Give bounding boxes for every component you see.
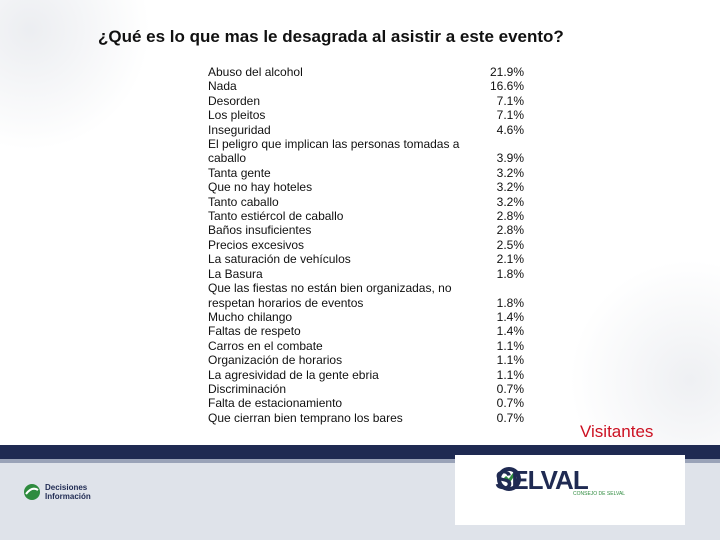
response-row: La agresividad de la gente ebria 1.1% [208, 368, 528, 382]
response-value: 7.1% [496, 93, 524, 108]
response-row: Mucho chilango 1.4% [208, 310, 528, 324]
response-value: 2.8% [496, 223, 524, 238]
response-label: Que no hay hoteles [208, 180, 313, 195]
response-label: Tanto caballo [208, 194, 279, 209]
response-value: 21.9% [489, 65, 524, 79]
response-label: Precios excesivos [208, 237, 305, 252]
response-row: Precios excesivos 2.5% [208, 238, 528, 252]
response-row: Baños insuficientes 2.8% [208, 223, 528, 237]
response-label: Los pleitos [208, 108, 266, 123]
selval-subtitle: CONSEJO DE SELVAL [573, 491, 626, 497]
selval-mark-icon [497, 467, 521, 491]
response-row: Que las fiestas no están bien organizada… [208, 281, 528, 310]
response-value: 3.2% [496, 165, 524, 180]
response-row: Tanto caballo 3.2% [208, 195, 528, 209]
response-row: Inseguridad 4.6% [208, 123, 528, 137]
response-label: Que las fiestas no están bien organizada… [208, 281, 452, 310]
response-label: Inseguridad [208, 122, 271, 137]
page-title: ¿Qué es lo que mas le desagrada al asist… [98, 27, 564, 46]
response-label: Tanto estiércol de caballo [208, 209, 344, 224]
response-value: 2.5% [496, 237, 524, 252]
response-value: 2.1% [496, 252, 524, 267]
response-value: 1.4% [496, 309, 524, 324]
response-value: 4.6% [496, 122, 524, 137]
response-value: 0.7% [496, 396, 524, 411]
response-label: Organización de horarios [208, 353, 343, 368]
response-value: 0.7% [496, 381, 524, 396]
response-label: El peligro que implican las personas tom… [208, 137, 460, 166]
response-label: Discriminación [208, 381, 287, 396]
response-value: 3.9% [496, 151, 524, 166]
response-label: Carros en el combate [208, 338, 323, 353]
response-value: 1.1% [496, 353, 524, 368]
decisiones-logo-line1: Decisiones [45, 483, 88, 492]
segment-label: Visitantes [580, 422, 654, 441]
response-value: 0.7% [496, 410, 524, 425]
response-row: Nada 16.6% [208, 79, 528, 93]
response-row: Tanta gente 3.2% [208, 166, 528, 180]
response-value: 3.2% [496, 194, 524, 209]
response-label: Tanta gente [208, 165, 271, 180]
response-value: 3.2% [496, 180, 524, 195]
selval-logo: SELVAL CONSEJO DE SELVAL [455, 455, 685, 525]
response-row: La saturación de vehículos 2.1% [208, 252, 528, 266]
response-value: 2.8% [496, 209, 524, 224]
response-row: Que no hay hoteles 3.2% [208, 180, 528, 194]
decisiones-logo: Decisiones Información [22, 462, 132, 522]
responses-list: Abuso del alcohol 21.9% Nada 16.6% Desorden 7… [208, 65, 528, 425]
decisiones-logo-line2: Información [45, 492, 91, 501]
response-value: 1.1% [496, 338, 524, 353]
decisiones-logo-icon [24, 484, 40, 500]
response-label: Mucho chilango [208, 309, 293, 324]
response-value: 1.8% [496, 295, 524, 310]
response-row: Tanto estiércol de caballo 2.8% [208, 209, 528, 223]
response-value: 1.4% [496, 324, 524, 339]
response-label: Falta de estacionamiento [208, 396, 343, 411]
response-row: Organización de horarios 1.1% [208, 353, 528, 367]
response-row: Que cierran bien temprano los bares 0.7% [208, 411, 528, 425]
response-row: Carros en el combate 1.1% [208, 339, 528, 353]
response-row: Faltas de respeto 1.4% [208, 324, 528, 338]
response-row: El peligro que implican las personas tom… [208, 137, 528, 166]
response-label: La agresividad de la gente ebria [208, 367, 379, 382]
response-value: 1.8% [496, 266, 524, 281]
response-row: Discriminación 0.7% [208, 382, 528, 396]
response-label: Baños insuficientes [208, 223, 312, 238]
response-row: Los pleitos 7.1% [208, 108, 528, 122]
response-label: Desorden [208, 93, 261, 108]
response-row: Abuso del alcohol 21.9% [208, 65, 528, 79]
response-label: Nada [208, 79, 237, 94]
response-label: La Basura [208, 266, 263, 281]
footer-band-light [0, 459, 720, 463]
response-value: 1.1% [496, 367, 524, 382]
response-row: Desorden 7.1% [208, 94, 528, 108]
response-label: Faltas de respeto [208, 324, 301, 339]
response-label: Que cierran bien temprano los bares [208, 410, 403, 425]
response-row: La Basura 1.8% [208, 267, 528, 281]
response-value: 7.1% [496, 108, 524, 123]
selval-brand: SELVAL [495, 465, 589, 495]
response-label: Abuso del alcohol [208, 65, 303, 79]
response-row: Falta de estacionamiento 0.7% [208, 396, 528, 410]
response-value: 16.6% [489, 79, 524, 94]
response-label: La saturación de vehículos [208, 252, 351, 267]
